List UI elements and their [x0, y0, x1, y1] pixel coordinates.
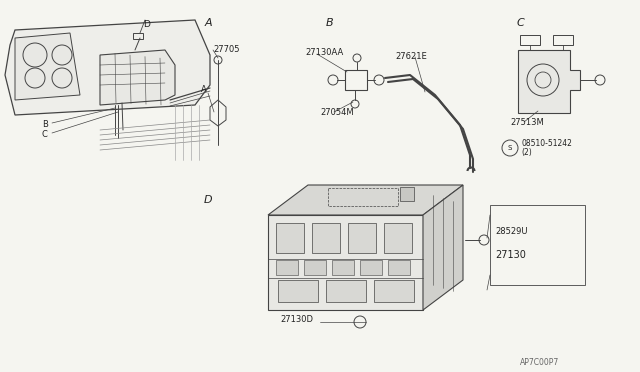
Bar	[304, 260, 326, 275]
Bar	[276, 260, 298, 275]
Text: (2): (2)	[521, 148, 532, 157]
Bar	[345, 70, 367, 90]
Text: 27705: 27705	[213, 45, 239, 54]
Bar	[490, 205, 585, 285]
Text: D: D	[204, 195, 212, 205]
Bar	[326, 280, 366, 302]
Bar	[360, 260, 382, 275]
Text: B: B	[326, 18, 334, 28]
Bar	[278, 280, 318, 302]
Bar	[400, 187, 414, 201]
Text: 27130D: 27130D	[280, 314, 313, 324]
Text: A: A	[204, 18, 212, 28]
Polygon shape	[518, 50, 580, 113]
Text: B: B	[42, 120, 48, 129]
Bar	[520, 35, 540, 45]
Polygon shape	[268, 215, 423, 310]
Text: D: D	[143, 20, 150, 29]
Text: 08510-51242: 08510-51242	[521, 138, 572, 148]
Text: AP7C00P7: AP7C00P7	[520, 358, 559, 367]
Text: C: C	[516, 18, 524, 28]
Bar	[384, 223, 412, 253]
Text: 28529U: 28529U	[495, 227, 527, 236]
Polygon shape	[100, 50, 175, 105]
Text: C: C	[42, 130, 48, 139]
Text: 27513M: 27513M	[510, 118, 544, 127]
Text: 27621E: 27621E	[395, 52, 427, 61]
Polygon shape	[423, 185, 463, 310]
Polygon shape	[5, 20, 210, 115]
Text: A: A	[201, 86, 207, 94]
Text: S: S	[508, 145, 512, 151]
Bar	[328, 188, 398, 206]
Bar	[388, 260, 410, 275]
Bar	[133, 33, 143, 39]
Bar	[332, 260, 354, 275]
Bar	[553, 35, 573, 45]
Bar	[374, 280, 414, 302]
Polygon shape	[15, 33, 80, 100]
Bar	[312, 223, 340, 253]
Bar	[276, 223, 304, 253]
Polygon shape	[268, 185, 463, 215]
Text: 27130: 27130	[495, 250, 526, 260]
Bar	[348, 223, 376, 253]
Text: 27130AA: 27130AA	[305, 48, 343, 57]
Text: 27054M: 27054M	[320, 108, 354, 117]
